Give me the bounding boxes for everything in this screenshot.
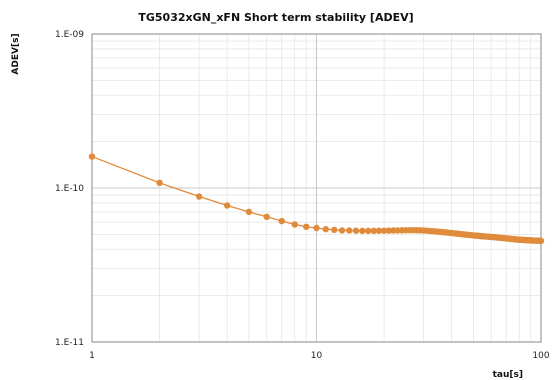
data-point xyxy=(156,179,163,187)
data-point xyxy=(331,226,338,234)
data-point xyxy=(278,217,285,225)
data-point xyxy=(385,227,393,234)
data-point xyxy=(195,193,203,200)
data-point xyxy=(359,227,366,235)
data-point xyxy=(291,221,298,228)
y-axis-label: ADEV[s] xyxy=(11,33,21,74)
data-point xyxy=(380,227,388,234)
data-point xyxy=(313,224,320,232)
data-point xyxy=(537,237,545,245)
data-point xyxy=(352,227,360,234)
chart-title: TG5032xGN_xFN Short term stability [ADEV… xyxy=(138,11,413,24)
data-point xyxy=(365,227,372,235)
data-point xyxy=(338,227,346,234)
data-point xyxy=(322,226,329,233)
series-points xyxy=(88,153,545,245)
x-tick-label: 10 xyxy=(311,351,323,361)
y-tick-label: 1.E-11 xyxy=(55,338,84,348)
data-point xyxy=(375,227,383,234)
data-point xyxy=(263,213,270,221)
data-point xyxy=(88,153,96,160)
data-point xyxy=(303,223,310,230)
x-tick-labels: 1 10 100 xyxy=(89,351,550,361)
y-tick-label: 1.E-10 xyxy=(55,184,84,194)
data-point xyxy=(245,208,253,216)
x-tick-label: 100 xyxy=(532,351,549,361)
plot-area-frame xyxy=(91,33,542,343)
data-point xyxy=(223,202,231,209)
data-point xyxy=(370,227,378,235)
x-tick-label: 1 xyxy=(89,351,95,361)
y-tick-label: 1.E-09 xyxy=(55,30,84,40)
y-tick-labels: 1.E-11 1.E-10 1.E-09 xyxy=(55,30,84,348)
x-axis-label: tau[s] xyxy=(493,370,523,380)
data-point xyxy=(346,227,353,234)
